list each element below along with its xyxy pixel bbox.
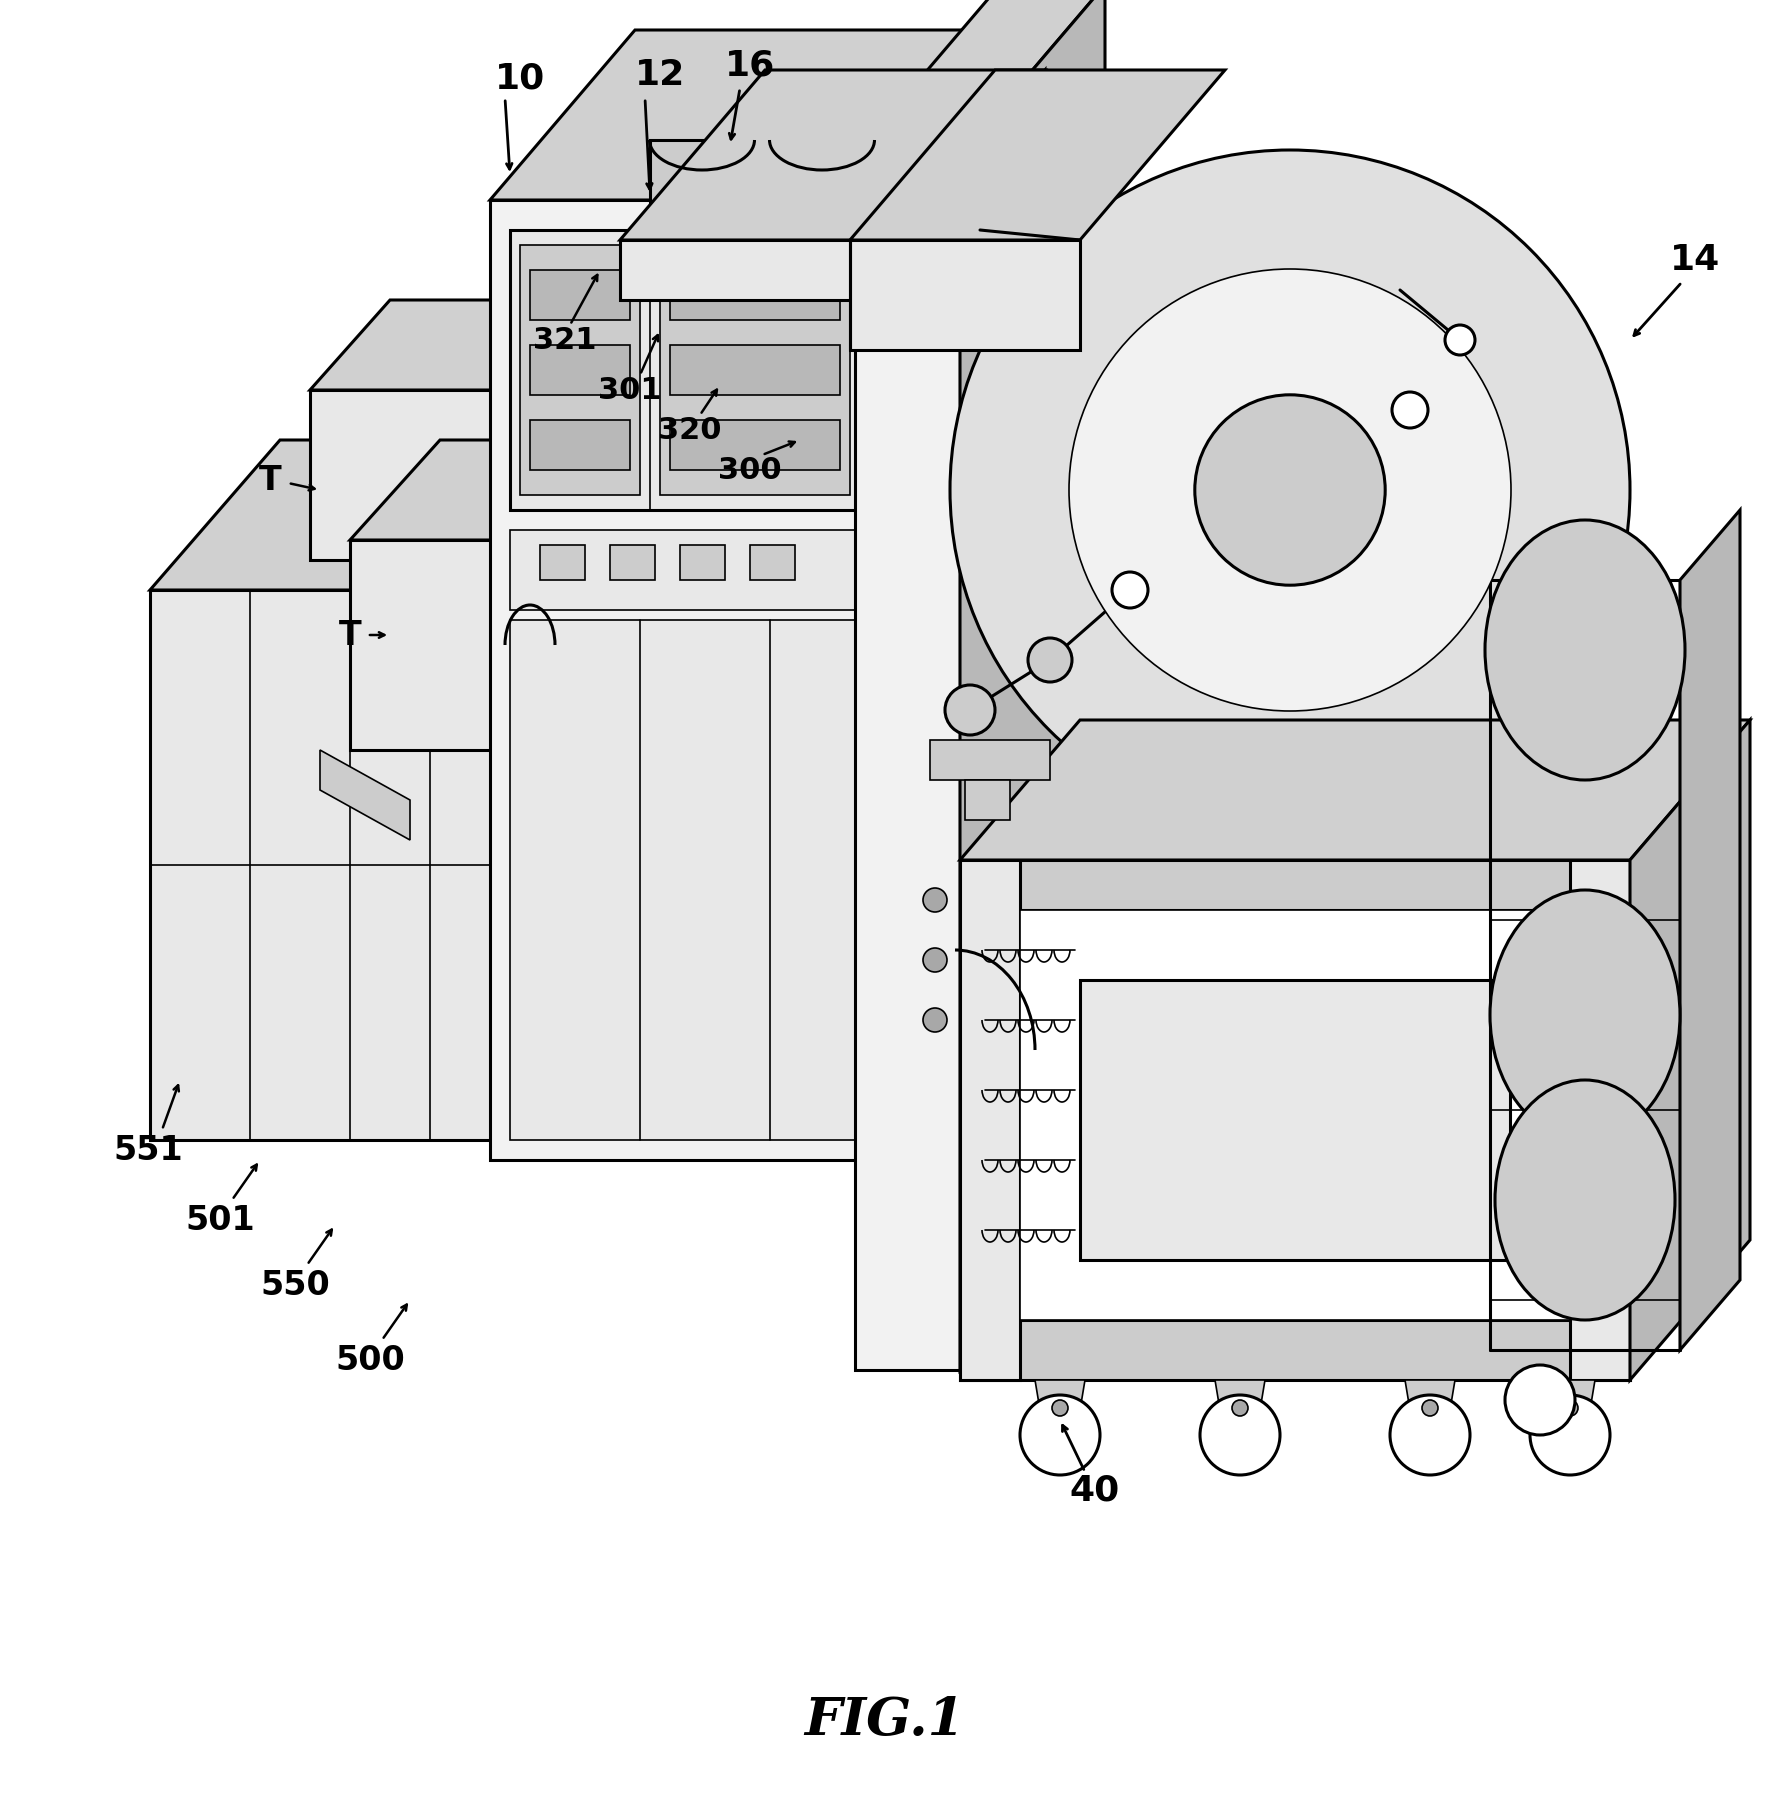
Text: 12: 12	[635, 58, 686, 92]
Polygon shape	[960, 860, 1020, 1379]
Polygon shape	[1630, 719, 1750, 1379]
Ellipse shape	[1485, 519, 1685, 781]
Circle shape	[949, 150, 1630, 829]
Polygon shape	[150, 590, 520, 1139]
Polygon shape	[1215, 1379, 1264, 1410]
Polygon shape	[1680, 510, 1740, 1350]
Circle shape	[1390, 1396, 1469, 1475]
Polygon shape	[670, 270, 840, 319]
Polygon shape	[530, 420, 629, 471]
Polygon shape	[509, 620, 859, 1139]
Polygon shape	[771, 141, 875, 240]
Polygon shape	[850, 240, 1080, 350]
Polygon shape	[750, 545, 796, 581]
Text: 550: 550	[260, 1269, 331, 1302]
Polygon shape	[490, 31, 1025, 200]
Polygon shape	[659, 245, 850, 496]
Text: 40: 40	[1070, 1473, 1121, 1507]
Circle shape	[1561, 1399, 1579, 1415]
Polygon shape	[1406, 1379, 1455, 1410]
Circle shape	[1529, 1396, 1611, 1475]
Polygon shape	[900, 70, 1045, 299]
Polygon shape	[520, 245, 640, 496]
Polygon shape	[530, 270, 629, 319]
Polygon shape	[960, 860, 1630, 911]
Polygon shape	[965, 781, 1010, 820]
Polygon shape	[930, 739, 1050, 781]
Circle shape	[1505, 1365, 1575, 1435]
Text: T: T	[339, 618, 361, 651]
Polygon shape	[490, 200, 880, 1159]
Text: 14: 14	[1669, 243, 1720, 278]
Polygon shape	[670, 344, 840, 395]
Text: 300: 300	[718, 456, 781, 485]
Circle shape	[1195, 395, 1384, 586]
Polygon shape	[509, 299, 591, 561]
Polygon shape	[509, 231, 859, 510]
Circle shape	[1112, 572, 1147, 608]
Circle shape	[1200, 1396, 1280, 1475]
Circle shape	[1421, 1399, 1437, 1415]
Circle shape	[923, 1008, 948, 1031]
Polygon shape	[960, 1320, 1630, 1379]
Polygon shape	[610, 545, 654, 581]
Polygon shape	[150, 440, 651, 590]
Text: 16: 16	[725, 49, 774, 81]
Polygon shape	[1170, 911, 1411, 970]
Text: 321: 321	[534, 326, 598, 355]
Polygon shape	[1020, 911, 1570, 1320]
Circle shape	[923, 889, 948, 912]
Polygon shape	[530, 344, 629, 395]
Text: 500: 500	[336, 1343, 405, 1376]
Polygon shape	[880, 31, 1025, 1159]
Text: 301: 301	[598, 375, 661, 404]
Polygon shape	[960, 0, 1105, 1370]
Polygon shape	[539, 545, 585, 581]
Polygon shape	[320, 750, 410, 840]
Circle shape	[923, 948, 948, 972]
Polygon shape	[591, 440, 681, 750]
Polygon shape	[621, 240, 900, 299]
Ellipse shape	[1496, 1080, 1674, 1320]
Polygon shape	[309, 389, 509, 561]
Circle shape	[1052, 1399, 1068, 1415]
Polygon shape	[681, 545, 725, 581]
Circle shape	[1232, 1399, 1248, 1415]
Circle shape	[1444, 325, 1475, 355]
Polygon shape	[350, 440, 681, 541]
Polygon shape	[621, 70, 1045, 240]
Polygon shape	[350, 541, 591, 750]
Polygon shape	[1080, 981, 1510, 1260]
Polygon shape	[509, 530, 859, 609]
Polygon shape	[1034, 1379, 1086, 1410]
Polygon shape	[856, 0, 1105, 155]
Text: FIG.1: FIG.1	[804, 1695, 964, 1745]
Polygon shape	[850, 70, 1225, 240]
Polygon shape	[1545, 1379, 1595, 1410]
Polygon shape	[520, 440, 651, 1139]
Circle shape	[1020, 1396, 1100, 1475]
Polygon shape	[651, 141, 755, 240]
Polygon shape	[670, 420, 840, 471]
Polygon shape	[309, 299, 591, 389]
Polygon shape	[960, 719, 1750, 860]
Circle shape	[1070, 269, 1512, 710]
Circle shape	[1027, 638, 1071, 682]
Text: 320: 320	[658, 415, 721, 445]
Polygon shape	[1570, 860, 1630, 1379]
Text: 10: 10	[495, 61, 545, 96]
Polygon shape	[856, 155, 960, 1370]
Text: 551: 551	[113, 1134, 182, 1167]
Circle shape	[1391, 391, 1429, 427]
Circle shape	[946, 685, 995, 736]
Text: T: T	[258, 463, 281, 496]
Text: 501: 501	[186, 1203, 255, 1237]
Ellipse shape	[1490, 891, 1680, 1139]
